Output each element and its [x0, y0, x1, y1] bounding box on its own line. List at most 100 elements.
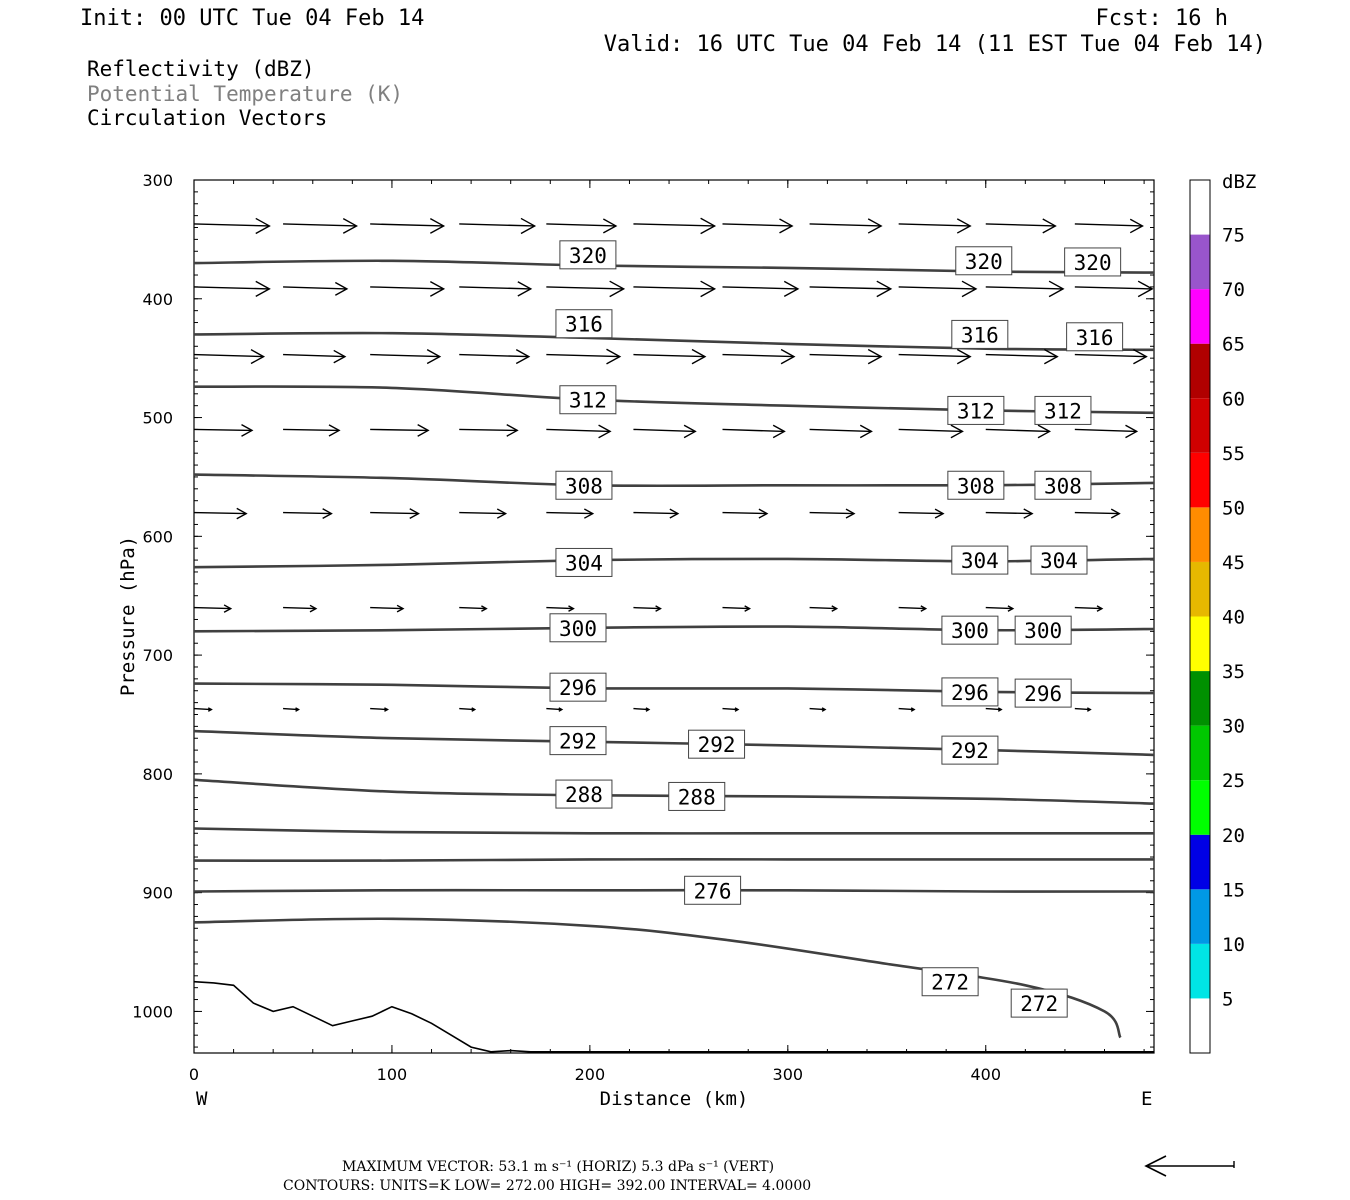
- dbz-colorbar: 5 10 15 20 25 30 35 40 45 50 55 60 65 70 75: [1189, 179, 1245, 1054]
- contour-label-text: 316: [961, 323, 999, 347]
- circulation-vector: [722, 424, 786, 439]
- colorbar-level-label: 75: [1222, 225, 1245, 247]
- circulation-vector: [1074, 424, 1139, 439]
- x-end-label-east: E: [1141, 1088, 1152, 1110]
- contour-label-text: 308: [957, 474, 995, 498]
- colorbar-segment: [1190, 507, 1210, 562]
- contour-label: 316: [555, 309, 613, 339]
- circulation-vector: [633, 280, 717, 298]
- theta-contour-280: [193, 858, 1154, 862]
- contour-label-text: 300: [559, 617, 597, 641]
- circulation-vectors: [193, 217, 1154, 712]
- circulation-vector: [722, 348, 796, 365]
- y-tick-label: 800: [142, 765, 173, 784]
- colorbar-segment: [1190, 943, 1210, 999]
- contour-label: 304: [951, 545, 1009, 575]
- contour-label-text: 300: [951, 619, 989, 643]
- circulation-vector: [459, 217, 537, 235]
- circulation-vector: [370, 424, 430, 437]
- circulation-vector: [985, 707, 1003, 712]
- colorbar-level-label: 50: [1222, 497, 1245, 519]
- circulation-vector: [283, 218, 358, 234]
- y-tick-label: 300: [142, 171, 173, 190]
- contour-label: 292: [688, 729, 746, 759]
- contour-label-text: 272: [1020, 992, 1058, 1016]
- contour-label: 304: [555, 547, 613, 577]
- plot-frame: [193, 179, 1155, 1054]
- valid-time: Valid: 16 UTC Tue 04 Feb 14 (11 EST Tue …: [604, 32, 1266, 57]
- colorbar-level-label: 65: [1222, 334, 1245, 356]
- y-tick-label: 900: [142, 884, 173, 903]
- circulation-vector: [193, 507, 248, 520]
- contour-label-text: 312: [569, 389, 607, 413]
- legend-reflectivity: Reflectivity (dBZ): [87, 57, 315, 81]
- colorbar-level-label: 20: [1222, 825, 1245, 847]
- circulation-vector: [985, 508, 1034, 519]
- colorbar-frame: [1189, 179, 1211, 1054]
- colorbar-segment: [1190, 180, 1210, 235]
- circulation-vector: [193, 707, 213, 712]
- circulation-vector: [898, 424, 964, 439]
- contour-label: 300: [941, 615, 999, 645]
- legend-potential-temperature: Potential Temperature (K): [87, 82, 403, 106]
- circulation-vector: [370, 604, 405, 613]
- circulation-vector: [459, 349, 531, 365]
- y-tick-label: 1000: [132, 1002, 173, 1021]
- circulation-vector: [459, 424, 519, 437]
- circulation-vector: [633, 605, 662, 612]
- colorbar-level-label: 55: [1222, 443, 1245, 465]
- colorbar-segment: [1190, 234, 1210, 290]
- contour-label-text: 304: [565, 551, 603, 575]
- y-tick-label: 700: [142, 646, 173, 665]
- theta-contour-316: [193, 331, 1155, 352]
- contour-label-text: 296: [1024, 682, 1062, 706]
- contour-label-text: 272: [931, 971, 969, 995]
- contour-label: 320: [559, 240, 617, 270]
- contour-label: 312: [947, 395, 1005, 425]
- circulation-vector: [633, 707, 651, 712]
- contour-label-text: 288: [565, 783, 603, 807]
- contour-label: 292: [549, 726, 607, 756]
- y-tick-label: 400: [142, 290, 173, 309]
- theta-contour-276: [193, 888, 1155, 893]
- circulation-vector: [283, 604, 318, 613]
- theta-contour-312: [193, 385, 1155, 415]
- contour-label: 276: [684, 875, 742, 905]
- circulation-vector: [985, 280, 1065, 298]
- contour-label: 308: [1034, 470, 1092, 500]
- colorbar-segment: [1190, 671, 1210, 726]
- circulation-vector: [546, 348, 622, 365]
- circulation-vector: [633, 217, 717, 235]
- circulation-vector: [1074, 218, 1144, 234]
- colorbar-level-label: 30: [1222, 716, 1245, 738]
- circulation-vector: [1074, 707, 1092, 712]
- contour-label: 300: [1014, 615, 1072, 645]
- colorbar-segment: [1190, 561, 1210, 617]
- circulation-vector: [370, 508, 420, 519]
- x-tick-label: 200: [575, 1065, 606, 1084]
- circulation-vector: [898, 605, 928, 612]
- contour-label-text: 300: [1024, 619, 1062, 643]
- contour-label: 296: [941, 677, 999, 707]
- contour-label-text: 312: [1044, 399, 1082, 423]
- circulation-vector: [370, 218, 446, 234]
- circulation-vector: [722, 280, 800, 298]
- contour-label: 272: [1010, 988, 1068, 1018]
- circulation-vector: [283, 508, 333, 519]
- contour-label: 304: [1030, 545, 1088, 575]
- circulation-vector: [1074, 605, 1104, 612]
- colorbar-level-label: 60: [1222, 388, 1245, 410]
- circulation-vector: [459, 508, 508, 519]
- x-tick-label: 0: [189, 1065, 199, 1084]
- circulation-vector: [898, 348, 972, 365]
- theta-contour-292: [193, 729, 1155, 757]
- terrain-line: [193, 980, 1154, 1053]
- circulation-vector: [809, 605, 839, 612]
- circulation-vector: [546, 424, 612, 439]
- circulation-vector: [193, 280, 271, 298]
- colorbar-segment: [1190, 780, 1210, 835]
- colorbar-segment: [1190, 289, 1210, 344]
- colorbar-title: dBZ: [1222, 171, 1256, 193]
- contour-label-text: 304: [1040, 549, 1078, 573]
